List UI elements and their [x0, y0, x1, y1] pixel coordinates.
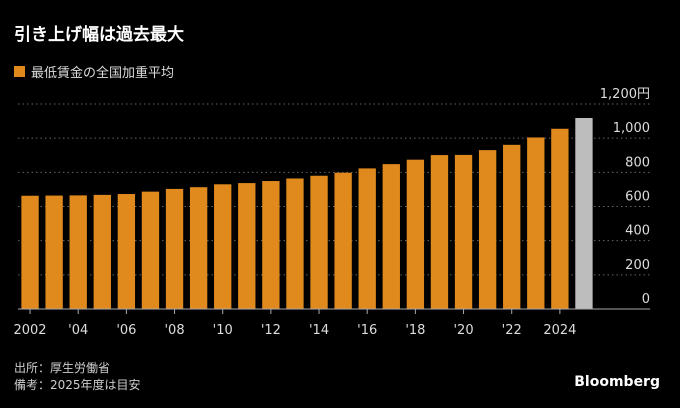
- bar-2017: [382, 164, 400, 309]
- x-tick-label: '06: [116, 323, 136, 338]
- x-tick-label: 2024: [543, 323, 576, 338]
- x-tick-label: '08: [164, 323, 184, 338]
- bar-2014: [310, 175, 328, 309]
- bar-2005: [93, 194, 111, 309]
- bar-2003: [45, 195, 63, 309]
- source-note: 出所：厚生労働省: [14, 361, 111, 375]
- bar-2008: [165, 188, 184, 309]
- bar-2019: [430, 155, 449, 309]
- chart-title: 引き上げ幅は過去最大: [14, 25, 184, 45]
- bar-2013: [286, 178, 304, 309]
- footnotes: 出所：厚生労働省 備考：2025年度は目安: [14, 360, 141, 394]
- bar-2009: [189, 187, 208, 309]
- bar-2012: [262, 181, 280, 309]
- bar-2018: [406, 159, 425, 309]
- x-tick-label: '10: [213, 323, 233, 338]
- bar-2004: [69, 195, 87, 309]
- bar-2011: [238, 183, 256, 309]
- bar-2002: [21, 195, 39, 309]
- x-tick-label: '04: [68, 323, 88, 338]
- legend-label: 最低賃金の全国加重平均: [31, 66, 175, 81]
- x-tick-label: '12: [261, 323, 281, 338]
- bar-2010: [214, 184, 232, 309]
- y-tick-label: 600: [625, 190, 650, 205]
- y-tick-label: 1,200円: [600, 87, 650, 102]
- bloomberg-logo: Bloomberg: [574, 374, 660, 390]
- legend-swatch: [14, 66, 25, 77]
- bar-2006: [117, 194, 136, 309]
- bar-2023: [527, 137, 545, 309]
- y-tick-label: 1,000: [613, 121, 650, 136]
- x-tick-label: '22: [502, 323, 522, 338]
- y-tick-label: 400: [625, 224, 650, 239]
- y-tick-label: 0: [642, 292, 650, 307]
- bar-2020: [454, 154, 473, 309]
- legend: 最低賃金の全国加重平均: [14, 62, 174, 81]
- bar-2025: [575, 118, 593, 309]
- bar-2015: [334, 172, 352, 309]
- bar-2021: [478, 150, 497, 309]
- remark-note: 備考：2025年度は目安: [14, 378, 141, 392]
- x-tick-label: '14: [309, 323, 329, 338]
- bar-2016: [358, 168, 376, 309]
- y-tick-label: 800: [625, 155, 650, 170]
- y-tick-label: 200: [625, 258, 650, 273]
- bar-2007: [141, 191, 160, 309]
- x-tick-label: '20: [453, 323, 473, 338]
- bar-2024: [551, 128, 569, 309]
- x-tick-label: '16: [357, 323, 377, 338]
- bar-2022: [503, 144, 521, 309]
- x-tick-label: '18: [405, 323, 425, 338]
- x-tick-label: 2002: [13, 323, 46, 338]
